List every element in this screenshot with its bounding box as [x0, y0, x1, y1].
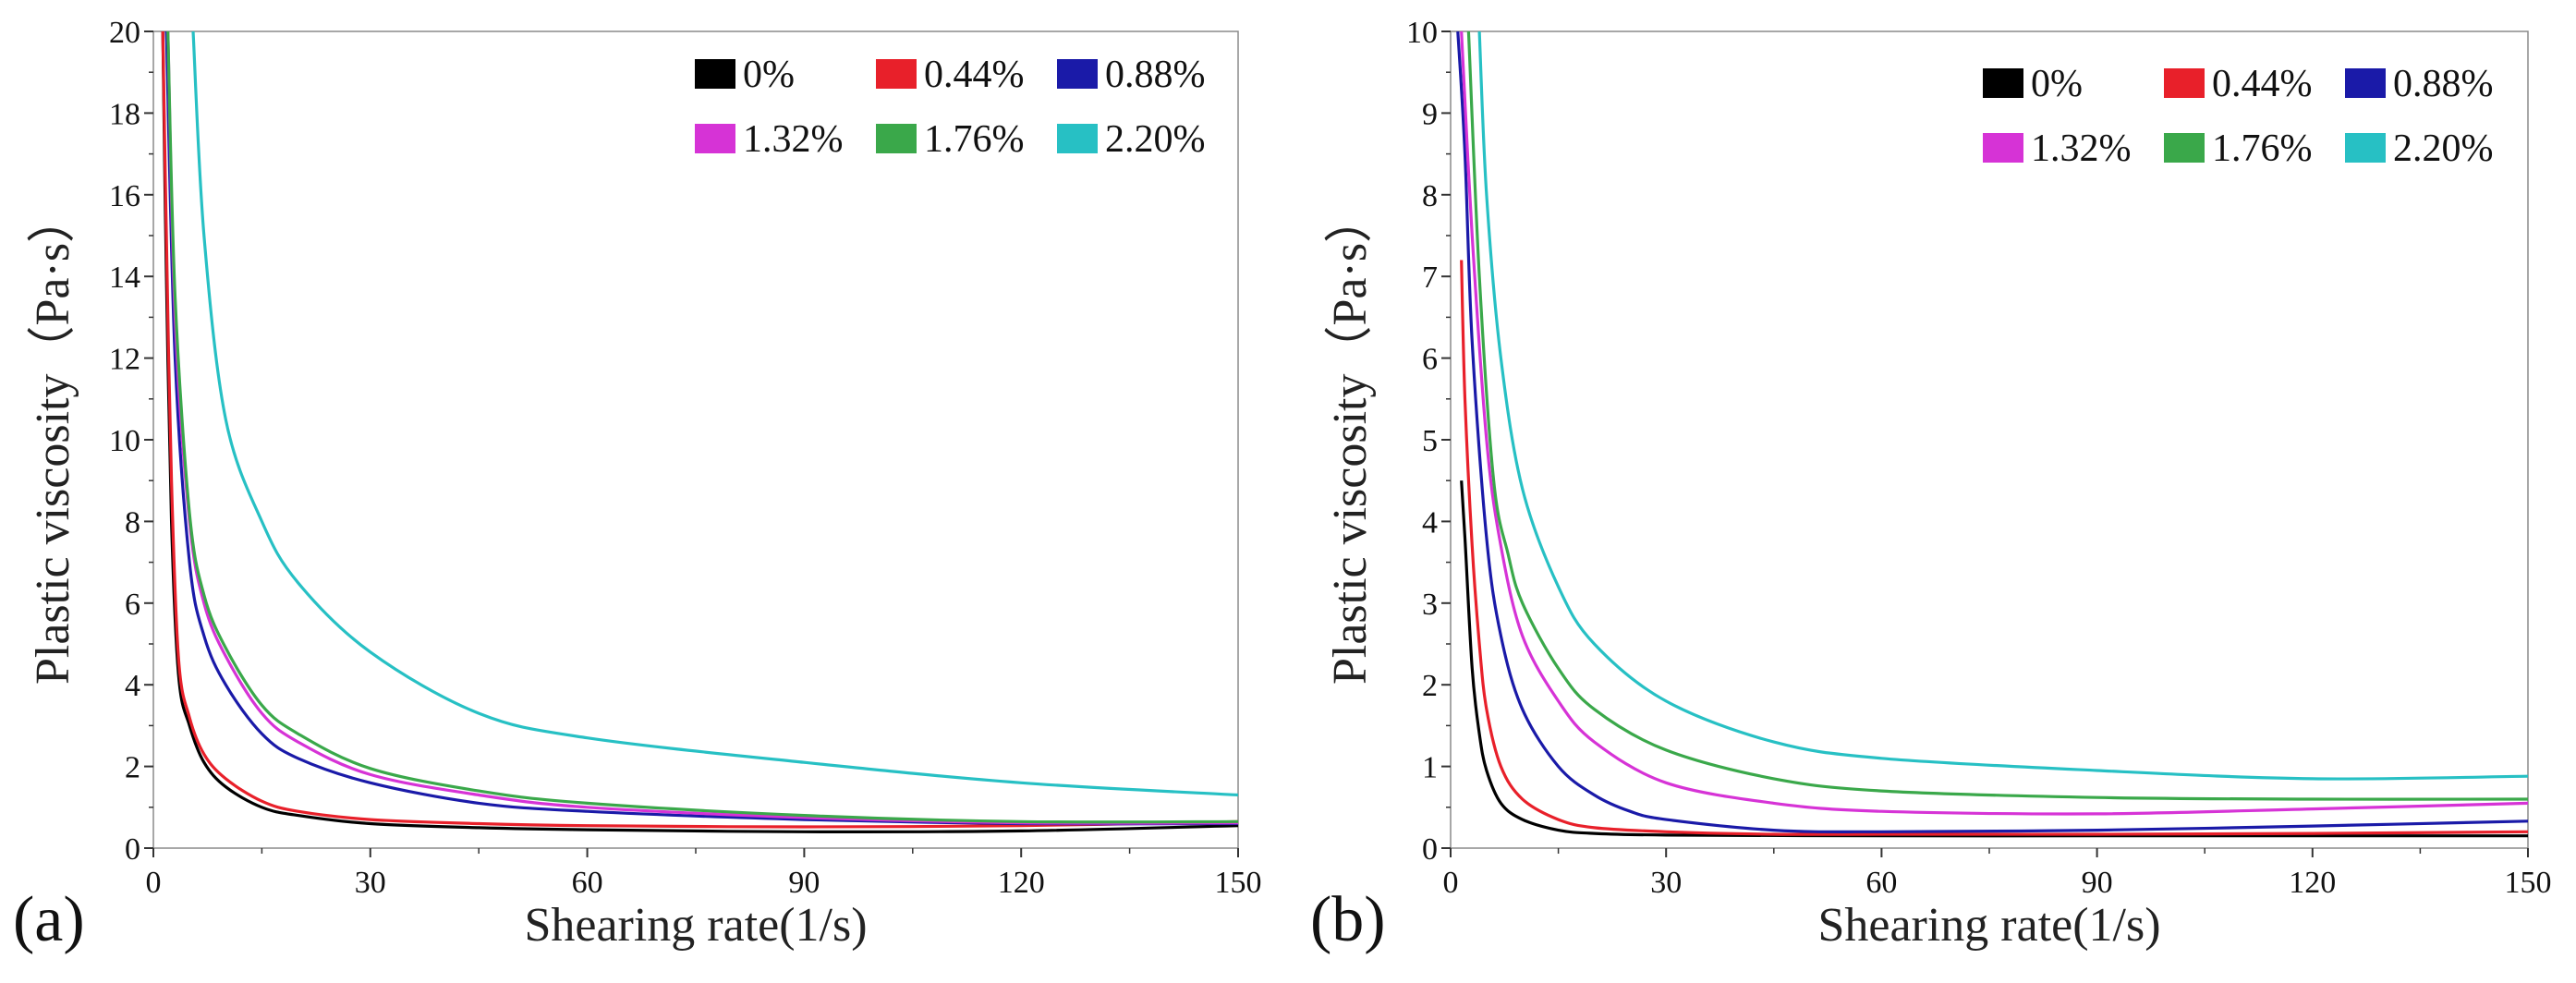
legend-label: 1.32% [2031, 127, 2132, 170]
legend-label: 0.44% [924, 54, 1025, 96]
x-tick-label: 120 [998, 866, 1045, 900]
series-line-1-32pct [1460, 31, 2528, 816]
y-tick-label: 6 [1422, 343, 1438, 377]
legend-label: 0.88% [2393, 63, 2494, 105]
y-tick-label: 16 [109, 179, 140, 213]
x-tick-label: 150 [2505, 866, 2552, 900]
series-line-0-88pct [164, 31, 1238, 826]
series-line-2-20pct [1477, 31, 2528, 781]
y-tick-label: 9 [1422, 97, 1438, 131]
y-tick-label: 20 [109, 16, 140, 50]
y-tick-label: 10 [109, 424, 140, 458]
series-line-0-44pct [1460, 260, 2528, 836]
x-tick-label: 30 [355, 866, 386, 900]
legend-label: 2.20% [2393, 127, 2494, 170]
x-tick-label: 0 [1443, 866, 1459, 900]
y-tick-label: 8 [1422, 179, 1438, 213]
y-tick-label: 0 [1422, 832, 1438, 867]
x-tick-label: 150 [1215, 866, 1262, 900]
legend-swatch [1983, 133, 2023, 163]
y-tick-label: 3 [1422, 588, 1438, 622]
series-line-1-76pct [1466, 31, 2528, 801]
series-group [161, 31, 1238, 834]
legend-swatch [2345, 133, 2386, 163]
y-tick-label: 6 [125, 588, 140, 622]
legend-label: 0% [743, 54, 795, 96]
x-tick-label: 120 [2289, 866, 2336, 900]
legend-label: 1.76% [2212, 127, 2313, 170]
legend-swatch [1983, 68, 2023, 98]
x-tick-label: 90 [788, 866, 820, 900]
x-tick-label: 60 [572, 866, 603, 900]
chart-panel-a: 0 2 4 6 8 10 12 14 16 18 20 0 30 60 90 120 150 Shearing r… [13, 16, 1262, 955]
panel-label: (b) [1310, 884, 1386, 955]
y-tick-label: 1 [1422, 751, 1438, 785]
y-axis-title: Plastic viscosity（Pa·s） [27, 195, 79, 685]
x-tick-label: 30 [1650, 866, 1682, 900]
x-tick-label: 60 [1865, 866, 1897, 900]
y-tick-label: 4 [125, 669, 140, 703]
y-tick-label: 18 [109, 97, 140, 131]
legend-label: 1.76% [924, 118, 1025, 161]
legend-swatch [1057, 124, 1098, 153]
series-group [1456, 31, 2528, 838]
legend-swatch [695, 124, 735, 153]
legend-label: 0.44% [2212, 63, 2313, 105]
x-tick-label: 0 [146, 866, 162, 900]
chart-a: 0 2 4 6 8 10 12 14 16 18 20 0 30 60 90 120 150 Shearing r… [13, 16, 1262, 955]
x-tick-label: 90 [2082, 866, 2113, 900]
x-axis-title: Shearing rate(1/s) [524, 899, 867, 952]
y-tick-label: 0 [125, 832, 140, 867]
legend-label: 0% [2031, 63, 2083, 105]
series-line-2-20pct [191, 31, 1238, 797]
y-tick-label: 10 [1406, 16, 1438, 50]
legend-swatch [2164, 68, 2205, 98]
legend-swatch [2345, 68, 2386, 98]
legend-label: 1.32% [743, 118, 844, 161]
y-tick-label: 2 [1422, 669, 1438, 703]
legend-label: 0.88% [1105, 54, 1206, 96]
legend-swatch [2164, 133, 2205, 163]
y-tick-label: 12 [109, 343, 140, 377]
legend-swatch [695, 59, 735, 89]
y-axis-title: Plastic viscosity（Pa·s） [1324, 195, 1377, 685]
legend-swatch [1057, 59, 1098, 89]
series-line-0pct [1460, 480, 2528, 838]
series-line-0-44pct [161, 31, 1238, 829]
chart-panel-b: 0 1 2 3 4 5 6 7 8 9 10 0 30 60 90 120 150 Shearing rate(1… [1288, 0, 2576, 983]
chart-b: 0 1 2 3 4 5 6 7 8 9 10 0 30 60 90 120 150 Shearing rate(1… [1310, 16, 2552, 955]
series-line-0-88pct [1456, 31, 2528, 833]
x-axis-title: Shearing rate(1/s) [1817, 899, 2160, 952]
y-tick-label: 8 [125, 505, 140, 540]
panel-label: (a) [13, 884, 85, 955]
y-tick-label: 7 [1422, 261, 1438, 295]
plot-frame [152, 30, 1239, 849]
legend-swatch [876, 124, 917, 153]
y-tick-label: 14 [109, 261, 140, 295]
series-line-1-76pct [166, 31, 1238, 824]
legend-label: 2.20% [1105, 118, 1206, 161]
legend-swatch [876, 59, 917, 89]
y-tick-label: 2 [125, 751, 140, 785]
y-tick-label: 4 [1422, 505, 1438, 540]
y-tick-label: 5 [1422, 424, 1438, 458]
